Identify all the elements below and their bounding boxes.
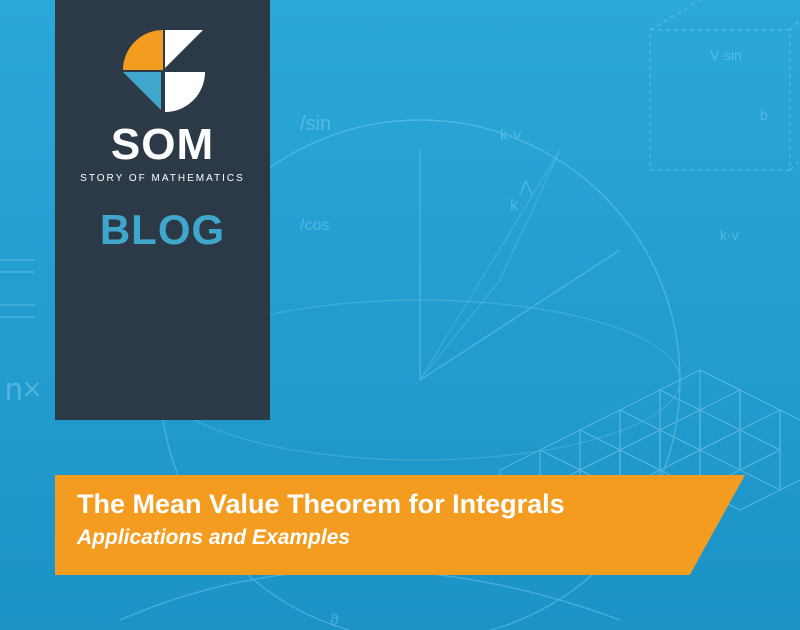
article-subtitle: Applications and Examples (77, 526, 723, 550)
som-logo-icon (118, 25, 208, 115)
logo-tagline: STORY OF MATHEMATICS (80, 173, 245, 184)
title-banner: The Mean Value Theorem for Integrals App… (55, 475, 745, 575)
sidebar-panel: SOM STORY OF MATHEMATICS BLOG (55, 0, 270, 420)
article-title: The Mean Value Theorem for Integrals (77, 489, 723, 520)
logo-wordmark: SOM (111, 123, 214, 167)
blog-hero-card: n× /sin /cos V·sin b k·v k k·v (0, 0, 800, 630)
blog-label: BLOG (100, 206, 225, 254)
